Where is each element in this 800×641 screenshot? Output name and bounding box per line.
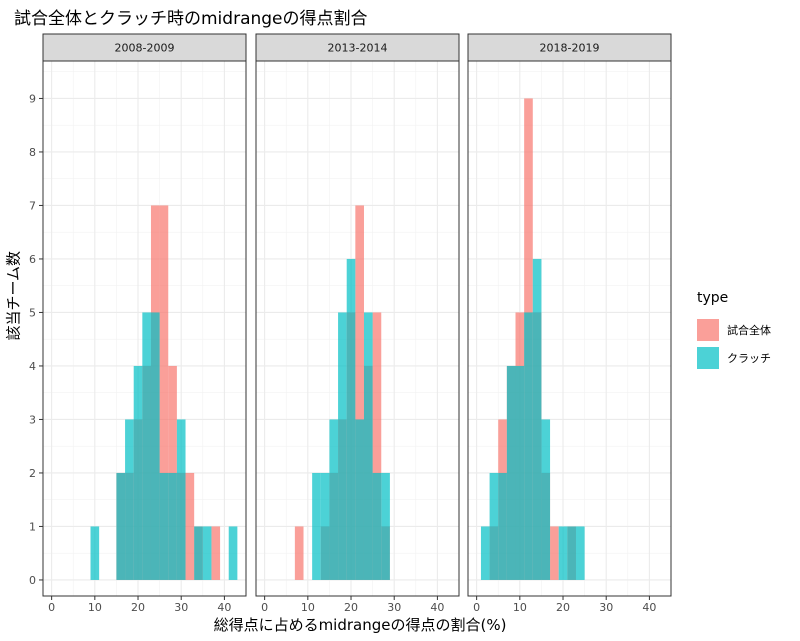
facet-strip	[42, 33, 247, 62]
facet-strip-label: 2008-2009	[115, 42, 175, 55]
x-tick-label: 0	[261, 601, 268, 614]
y-axis-title: 該当チーム数	[4, 250, 23, 341]
x-tick-label: 20	[131, 601, 145, 614]
histogram-bar	[372, 312, 382, 580]
facet-strip	[255, 33, 460, 62]
facet-strip-label: 2013-2014	[328, 42, 388, 55]
histogram-bar	[294, 526, 304, 580]
y-tick-label: 4	[29, 360, 36, 373]
legend-item-clutch: クラッチ	[697, 344, 771, 372]
x-tick-label: 30	[174, 601, 188, 614]
histogram-bar	[372, 472, 382, 580]
histogram-bar	[159, 472, 169, 580]
histogram-bar	[515, 365, 525, 580]
histogram-bar	[355, 205, 364, 580]
x-tick-label: 40	[217, 601, 231, 614]
facet-strip	[467, 33, 672, 62]
x-tick-label: 40	[642, 601, 656, 614]
y-tick-label: 7	[29, 199, 36, 212]
legend-label-overall: 試合全体	[727, 324, 771, 337]
histogram-bar	[355, 419, 364, 580]
legend-key-overall	[697, 319, 719, 341]
legend: type 試合全体 クラッチ	[697, 290, 771, 372]
histogram-bar	[159, 205, 169, 580]
histogram-bar	[168, 472, 177, 580]
x-tick-label: 0	[473, 601, 480, 614]
x-tick-label: 30	[599, 601, 613, 614]
histogram-bar	[550, 526, 559, 580]
histogram-bar	[185, 472, 195, 580]
x-tick-label: 10	[513, 601, 527, 614]
y-tick-label: 3	[29, 413, 36, 426]
histogram-bar	[133, 365, 143, 580]
y-tick-label: 9	[29, 92, 36, 105]
x-axis-title: 総得点に占めるmidrangeの得点の割合(%)	[213, 616, 507, 634]
histogram-bar	[125, 419, 134, 580]
histogram-bar	[211, 526, 221, 580]
x-tick-label: 20	[344, 601, 358, 614]
histogram-bar	[541, 419, 551, 580]
histogram-bar	[524, 312, 533, 580]
histogram-bar	[312, 472, 321, 580]
x-tick-label: 30	[387, 601, 401, 614]
histogram-bar	[532, 258, 542, 580]
legend-title: type	[697, 290, 729, 306]
x-tick-label: 10	[88, 601, 102, 614]
histogram-bar	[363, 312, 373, 580]
histogram-bar	[150, 312, 160, 580]
chart-title: 試合全体とクラッチ時のmidrangeの得点割合	[14, 9, 368, 29]
y-tick-label: 8	[29, 146, 36, 159]
y-tick-label: 2	[29, 467, 36, 480]
histogram-bar	[194, 526, 203, 580]
y-tick-label: 0	[29, 574, 36, 587]
histogram-bar	[338, 312, 347, 580]
histogram-bar	[116, 472, 126, 580]
histogram-bar	[176, 419, 186, 580]
histogram-bar	[90, 526, 100, 580]
histogram-bar	[142, 312, 151, 580]
histogram-bar	[320, 472, 330, 580]
x-tick-label: 20	[556, 601, 570, 614]
x-tick-label: 40	[430, 601, 444, 614]
histogram-bar	[346, 258, 356, 580]
y-tick-label: 5	[29, 306, 36, 319]
y-tick-label: 1	[29, 520, 36, 533]
histogram-bar	[480, 526, 490, 580]
x-tick-label: 0	[48, 601, 55, 614]
histogram-bar	[228, 526, 238, 580]
histogram-bar	[498, 472, 507, 580]
histogram-bar	[575, 526, 585, 580]
histogram-bar	[558, 526, 568, 580]
histogram-bar	[202, 526, 212, 580]
facet-strip-label: 2018-2019	[540, 42, 600, 55]
histogram-bar	[567, 526, 576, 580]
legend-item-overall: 試合全体	[697, 316, 771, 344]
histogram-bar	[506, 365, 516, 580]
y-tick-label: 6	[29, 253, 36, 266]
histogram-bar	[381, 472, 390, 580]
legend-label-clutch: クラッチ	[727, 352, 771, 365]
x-tick-label: 10	[301, 601, 315, 614]
legend-key-clutch	[697, 347, 719, 369]
histogram-bar	[329, 419, 339, 580]
histogram-bar	[489, 472, 499, 580]
